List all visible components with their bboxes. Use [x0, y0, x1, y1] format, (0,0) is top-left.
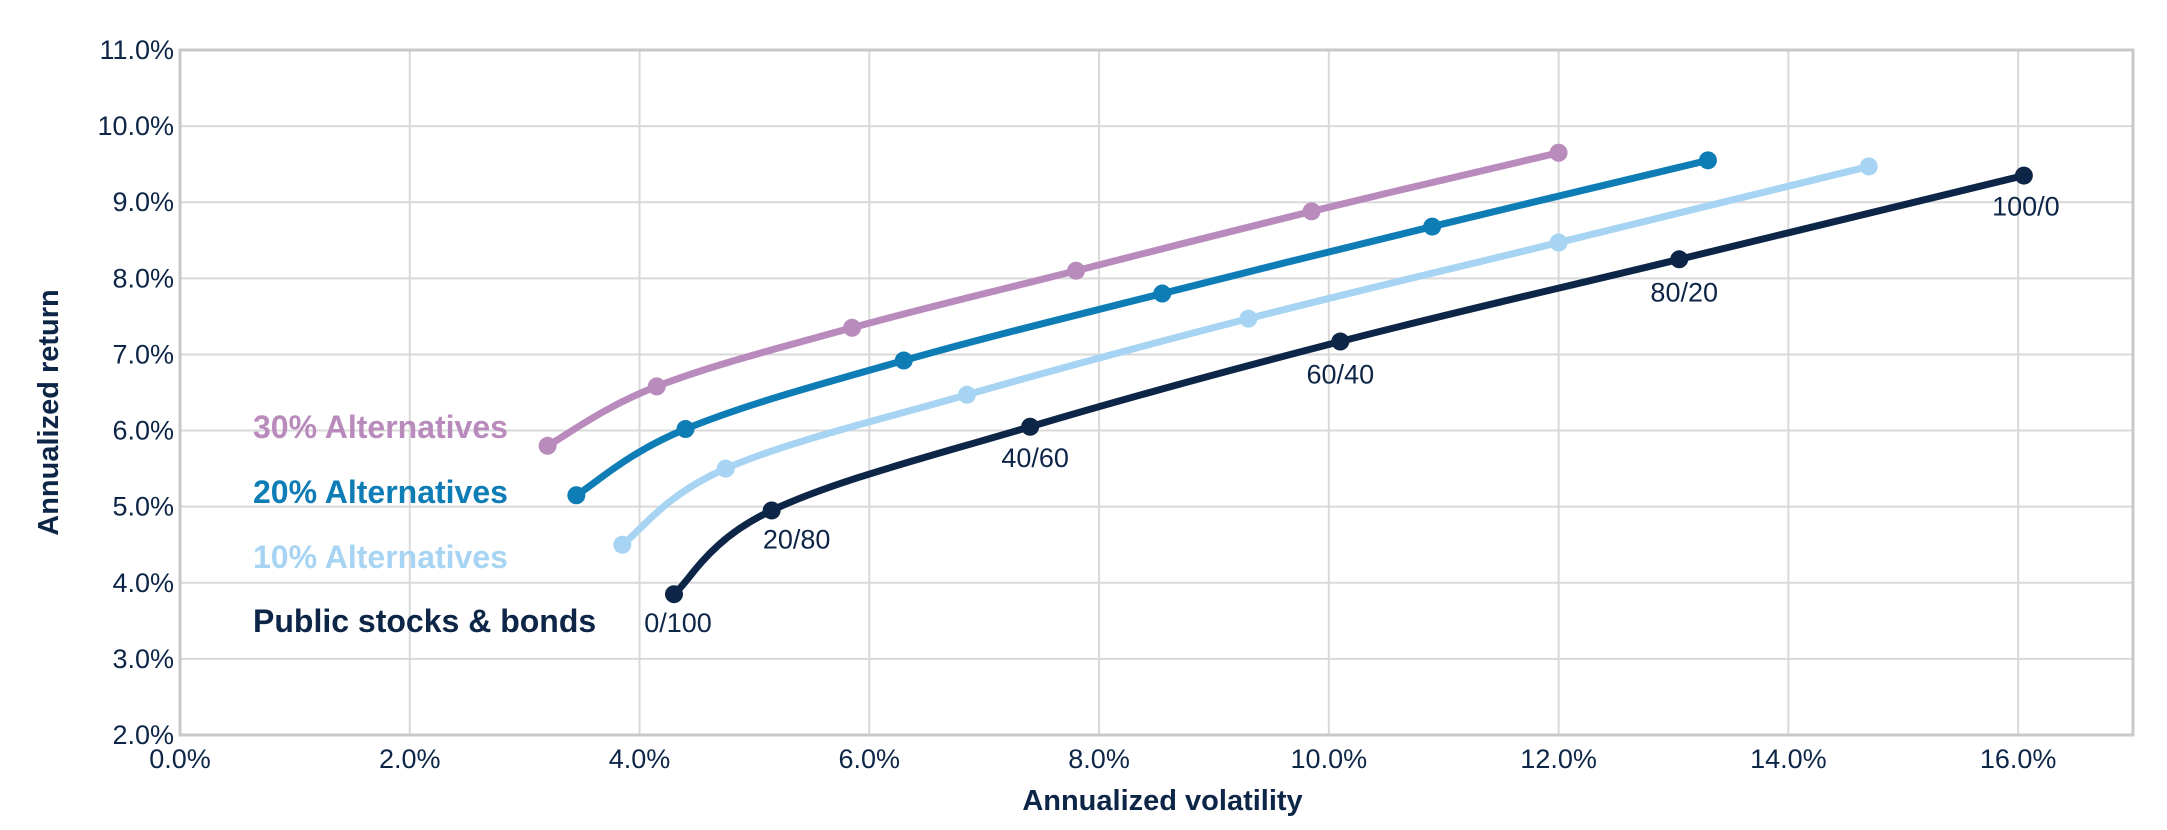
- data-point: [1067, 261, 1086, 280]
- data-point: [676, 420, 695, 439]
- data-point: [2014, 166, 2033, 185]
- y-tick-label: 2.0%: [112, 720, 174, 750]
- allocation-label: 40/60: [1001, 443, 1069, 473]
- x-tick-label: 0.0%: [149, 744, 211, 774]
- x-tick-label: 16.0%: [1980, 744, 2057, 774]
- data-point: [762, 501, 781, 520]
- y-tick-label: 9.0%: [112, 187, 174, 217]
- allocation-label: 20/80: [763, 524, 831, 554]
- data-point: [1423, 217, 1442, 236]
- data-point: [716, 459, 735, 478]
- data-point: [664, 585, 683, 604]
- y-axis-title: Annualized return: [33, 289, 65, 536]
- data-point: [1859, 157, 1878, 176]
- data-point: [647, 377, 666, 396]
- data-point: [894, 351, 913, 370]
- x-axis-ticks: 0.0% 2.0% 4.0% 6.0% 8.0% 10.0% 12.0% 14.0% 16.0%: [149, 744, 2056, 774]
- y-tick-label: 11.0%: [99, 35, 174, 65]
- series-line: [544, 149, 1563, 450]
- series-2: [567, 151, 1717, 505]
- data-point: [1670, 250, 1689, 269]
- point-labels: 0/100 20/80 40/60 60/40 80/20 100/0: [644, 192, 2059, 639]
- x-tick-label: 4.0%: [609, 744, 671, 774]
- allocation-label: 0/100: [644, 608, 712, 638]
- y-axis-ticks: 2.0% 3.0% 4.0% 5.0% 6.0% 7.0% 8.0% 9.0% 10.0% 11.…: [97, 35, 174, 750]
- legend-item: Public stocks & bonds: [253, 603, 596, 639]
- y-tick-label: 8.0%: [112, 263, 174, 293]
- allocation-label: 60/40: [1307, 360, 1375, 390]
- legend-item: 20% Alternatives: [253, 474, 508, 510]
- x-tick-label: 14.0%: [1750, 744, 1827, 774]
- plot-area-border: [178, 48, 2135, 737]
- data-point: [538, 436, 557, 455]
- data-point: [1698, 151, 1717, 170]
- series-3: [613, 157, 1878, 554]
- series-line: [572, 156, 1712, 499]
- series-line: [670, 172, 2028, 598]
- y-tick-label: 6.0%: [112, 416, 174, 446]
- x-tick-label: 8.0%: [1068, 744, 1130, 774]
- data-point: [613, 535, 632, 554]
- grid: [179, 49, 2133, 736]
- data-point: [957, 385, 976, 404]
- allocation-label: 100/0: [1992, 192, 2060, 222]
- y-tick-label: 10.0%: [97, 111, 174, 141]
- x-tick-label: 6.0%: [839, 744, 901, 774]
- series-layer: [538, 143, 2033, 604]
- series-1: [538, 143, 1568, 455]
- data-point: [1302, 202, 1321, 221]
- data-point: [1153, 284, 1172, 303]
- x-tick-label: 12.0%: [1520, 744, 1597, 774]
- data-point: [1549, 233, 1568, 252]
- data-point: [1239, 309, 1258, 328]
- x-tick-label: 2.0%: [379, 744, 441, 774]
- legend-item: 30% Alternatives: [253, 409, 508, 445]
- x-tick-label: 10.0%: [1291, 744, 1368, 774]
- y-tick-label: 5.0%: [112, 492, 174, 522]
- legend: 30% Alternatives 20% Alternatives 10% Alte…: [253, 409, 596, 639]
- data-point: [567, 486, 586, 505]
- data-point: [1331, 332, 1350, 351]
- x-axis-title: Annualized volatility: [1022, 785, 1302, 817]
- legend-item: 10% Alternatives: [253, 539, 508, 575]
- allocation-label: 80/20: [1650, 277, 1718, 307]
- series-line: [618, 162, 1873, 549]
- y-tick-label: 4.0%: [112, 568, 174, 598]
- y-tick-label: 3.0%: [112, 644, 174, 674]
- series-4: [664, 166, 2033, 604]
- data-point: [1021, 417, 1040, 436]
- data-point: [843, 318, 862, 337]
- y-tick-label: 7.0%: [112, 339, 174, 369]
- data-point: [1549, 143, 1568, 162]
